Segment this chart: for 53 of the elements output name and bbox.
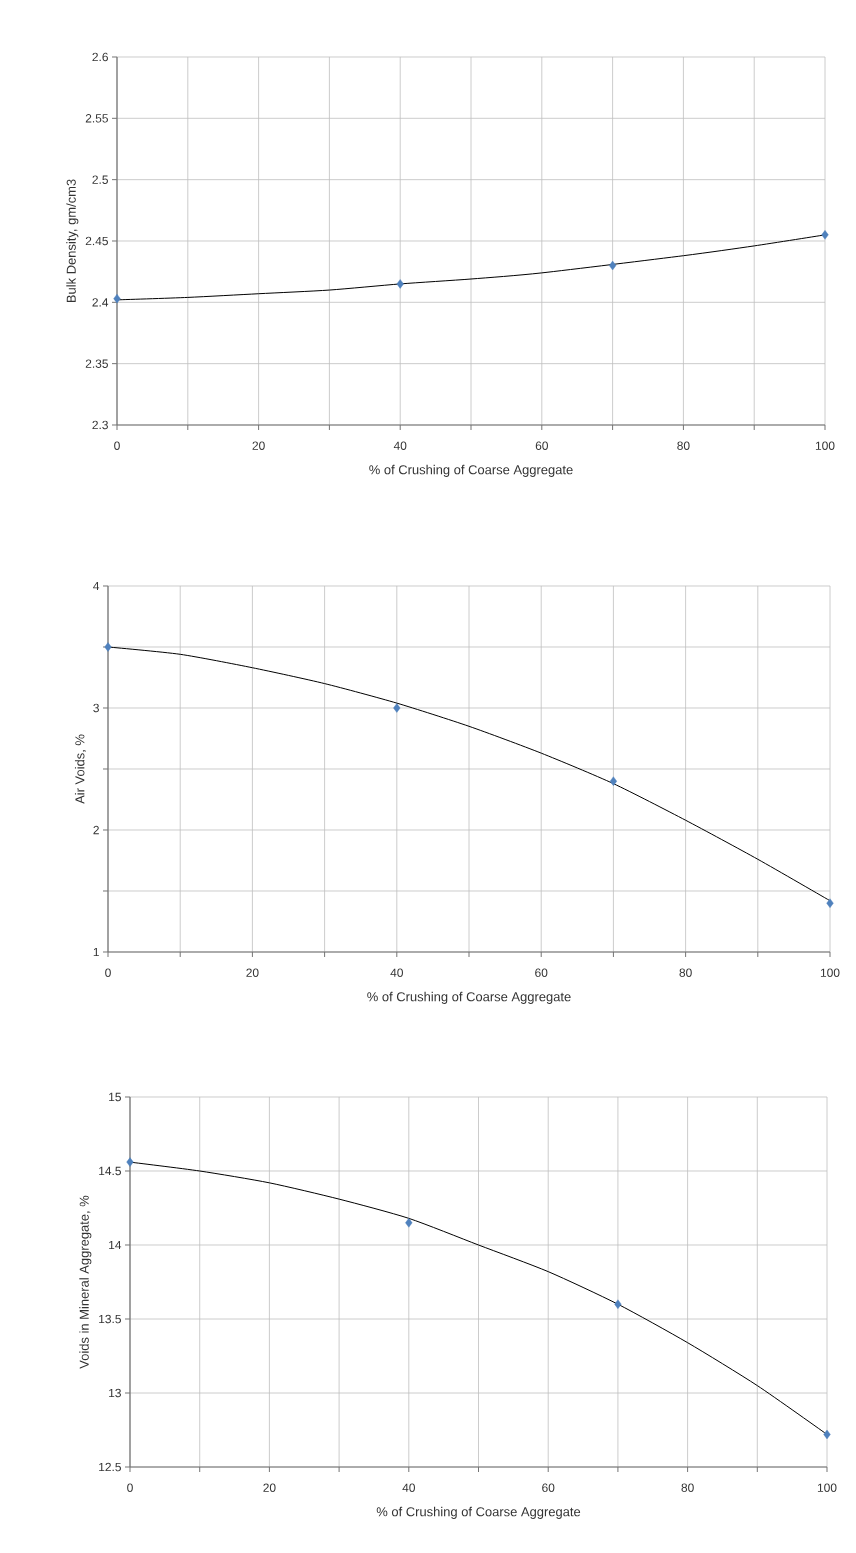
x-tick-label: 20 xyxy=(252,441,265,450)
point xyxy=(609,260,617,271)
point xyxy=(821,230,829,240)
y-tick-label: 2.35 xyxy=(85,359,108,368)
y-tick-label: 15 xyxy=(109,1092,121,1102)
x-tick-label: 100 xyxy=(815,441,835,450)
x-axis-title: % of Crushing of Coarse Aggregate xyxy=(376,1506,581,1519)
y-tick-label: 2.3 xyxy=(92,420,108,430)
x-tick-label: 60 xyxy=(535,441,548,450)
point xyxy=(614,1299,622,1309)
x-tick-label: 0 xyxy=(114,441,120,450)
x-tick-label: 40 xyxy=(390,968,403,977)
y-tick-label: 1 xyxy=(93,947,99,957)
x-tick-label: 100 xyxy=(817,1483,837,1492)
point xyxy=(826,898,834,908)
y-tick-label: 13 xyxy=(109,1388,121,1398)
point xyxy=(823,1429,831,1440)
point xyxy=(126,1157,134,1167)
y-axis-title: Air Voids, % xyxy=(74,734,86,804)
y-tick-label: 2.4 xyxy=(92,298,109,307)
x-tick-label: 100 xyxy=(820,968,840,977)
x-tick-label: 60 xyxy=(542,1483,555,1492)
y-axis-title: Voids in Mineral Aggregate, % xyxy=(79,1195,92,1369)
y-tick-label: 2.5 xyxy=(92,175,108,184)
y-tick-label: 2.45 xyxy=(85,236,108,246)
y-tick-label: 14.5 xyxy=(99,1166,121,1176)
x-tick-label: 20 xyxy=(246,968,259,977)
x-tick-label: 40 xyxy=(402,1483,415,1492)
point xyxy=(396,279,404,289)
y-tick-label: 2 xyxy=(93,825,99,835)
x-tick-label: 40 xyxy=(393,441,407,450)
x-tick-label: 80 xyxy=(681,1483,694,1492)
y-axis-title: Bulk Density, gm/cm3 xyxy=(66,179,79,303)
y-tick-label: 4 xyxy=(93,581,100,591)
x-tick-label: 80 xyxy=(679,968,692,977)
y-tick-label: 2.6 xyxy=(92,52,108,62)
y-tick-label: 13.5 xyxy=(99,1314,121,1324)
x-tick-label: 0 xyxy=(105,968,111,977)
x-axis-title: % of Crushing of Coarse Aggregate xyxy=(367,991,571,1004)
point xyxy=(104,642,112,652)
x-tick-label: 60 xyxy=(535,968,548,977)
x-tick-label: 80 xyxy=(677,441,690,450)
point xyxy=(113,293,121,304)
y-tick-label: 3 xyxy=(93,703,99,713)
point xyxy=(609,776,617,786)
point xyxy=(393,703,401,713)
x-axis-title: % of Crushing of Coarse Aggregate xyxy=(369,464,573,477)
y-tick-label: 14 xyxy=(109,1240,122,1250)
point xyxy=(405,1218,413,1228)
x-tick-label: 20 xyxy=(263,1483,276,1492)
x-tick-label: 0 xyxy=(127,1483,133,1492)
y-tick-label: 12.5 xyxy=(99,1462,121,1472)
y-tick-label: 2.55 xyxy=(85,114,108,123)
